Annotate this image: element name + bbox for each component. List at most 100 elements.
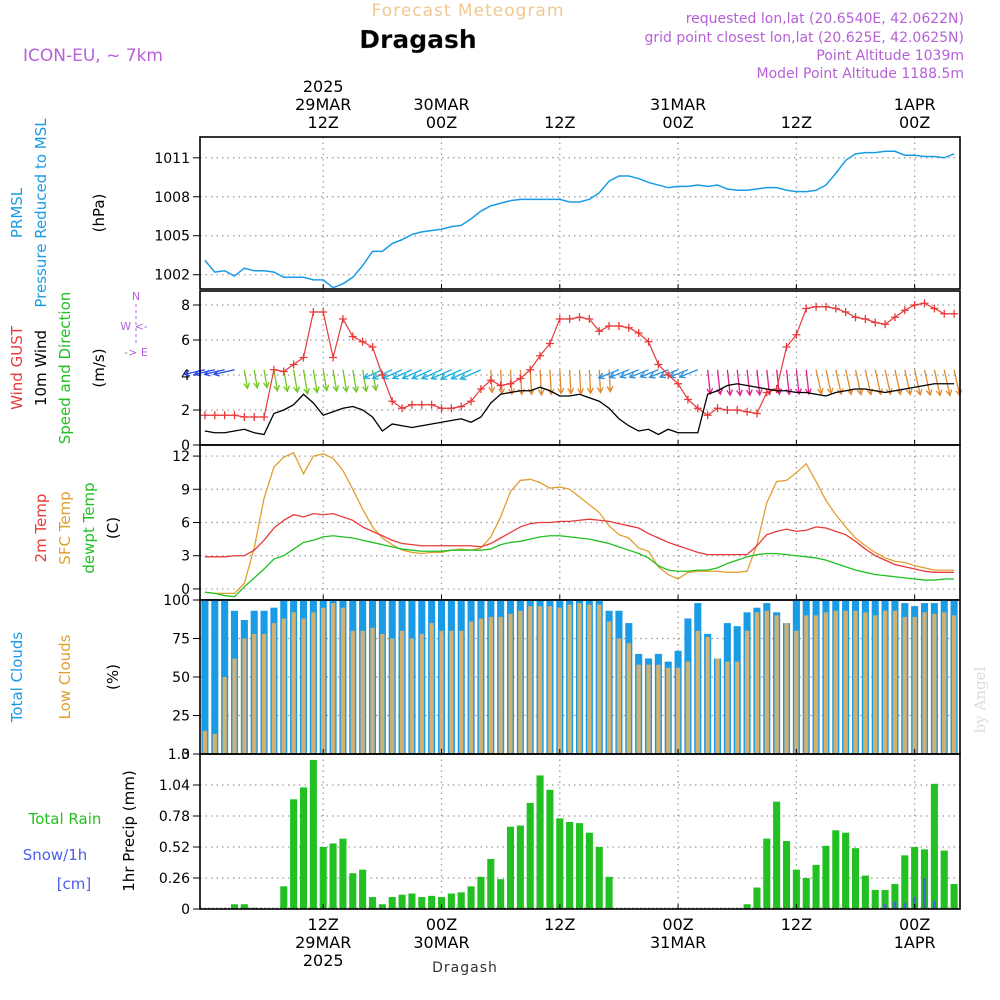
y-tick-label: 3 (181, 549, 190, 565)
gust-marker (210, 411, 219, 420)
rain-bar (792, 869, 800, 909)
wind-arrow-head (628, 372, 636, 379)
rain-bar (319, 847, 327, 909)
gust-marker (940, 309, 949, 318)
wind-arrow-head (726, 389, 734, 397)
low-cloud-bar (202, 730, 208, 754)
wind-direction-arrow (371, 369, 377, 391)
y-tick-label: 1.3 (168, 747, 190, 763)
rain-bar (290, 799, 298, 909)
gust-marker (526, 365, 535, 374)
gust-marker (427, 400, 436, 409)
wind-direction-arrow (609, 369, 630, 379)
low-cloud-bar (577, 603, 582, 754)
wind-direction-arrow (362, 369, 367, 392)
wind-direction-arrow (726, 369, 731, 396)
gust-marker (388, 397, 397, 406)
top-time-label: 12Z (308, 113, 339, 132)
rain-bar (487, 858, 495, 909)
top-time-label: 00Z (899, 113, 930, 132)
low-cloud-bar (528, 606, 533, 754)
rain-bar (881, 889, 889, 909)
wind-arrow-head (352, 386, 360, 394)
low-cloud-bar (478, 618, 484, 754)
rain-bar (240, 904, 248, 909)
wind-arrow-head (567, 387, 575, 395)
rain-bar (536, 775, 544, 909)
rain-bar (575, 823, 584, 909)
wind-direction-arrow (943, 369, 951, 396)
wind-direction-arrow (953, 369, 961, 396)
rain-bar (408, 893, 416, 909)
rain-bar (526, 802, 534, 909)
gust-marker (683, 395, 692, 404)
low-cloud-bar (488, 616, 493, 754)
wind-direction-arrow (342, 369, 348, 392)
rain-bar (556, 818, 564, 909)
panel-frame (199, 753, 961, 910)
wind-direction-arrow (629, 369, 649, 378)
wind-arrow-head (322, 384, 330, 392)
low-cloud-bar (873, 615, 878, 754)
wind-arrow-head (935, 389, 943, 397)
low-cloud-bar (330, 603, 336, 754)
low-cloud-bar (508, 613, 513, 754)
wind-direction-arrow (835, 369, 842, 395)
low-cloud-bar (271, 623, 277, 754)
gust-marker (269, 365, 278, 374)
wind-direction-arrow (451, 369, 472, 380)
wind-arrow-head (193, 369, 201, 377)
gust-marker (319, 308, 328, 316)
wind-direction-arrow (559, 369, 562, 394)
wind-direction-arrow (569, 369, 572, 394)
gust-marker (407, 400, 416, 409)
rain-bar (605, 876, 613, 909)
low-cloud-bar (744, 630, 750, 754)
gust-marker (782, 343, 791, 351)
low-cloud-bar (942, 612, 947, 754)
low-cloud-bar (823, 612, 829, 754)
clouds-panel: 0 25 50 75 100 (163, 593, 961, 763)
gust-marker (329, 353, 338, 362)
low-cloud-bar (764, 610, 769, 754)
rain-bar (546, 789, 554, 909)
wind-direction-arrow (620, 369, 639, 378)
wind-arrow-head (439, 373, 448, 380)
wind-dir-axis-label: Speed and Direction (56, 292, 74, 445)
low-cloud-bar (222, 677, 227, 754)
rain-bar (349, 873, 357, 909)
wind-arrow-head (905, 388, 913, 396)
y-tick-label: 9 (181, 482, 190, 498)
rain-bar (753, 887, 761, 909)
wind-arrow-head (362, 372, 371, 380)
rain-bar (822, 845, 830, 909)
wind-arrow-head (836, 388, 844, 396)
low-cloud-bar (715, 658, 720, 754)
snow-bar (903, 903, 907, 909)
gust-marker (950, 309, 959, 318)
low-cloud-bar (853, 610, 858, 754)
rain-bar (930, 783, 938, 909)
gust-marker (555, 315, 564, 323)
rain-bar (329, 843, 337, 909)
rain-bar (940, 850, 948, 909)
wind-direction-arrow (213, 369, 235, 375)
wind-arrow-head (332, 385, 340, 393)
rain-bar (477, 876, 485, 909)
compass-south: -> E (124, 346, 148, 359)
gust-marker (910, 301, 919, 309)
wind-arrow-head (371, 384, 379, 392)
wind-direction-arrow (598, 369, 602, 393)
wind-direction-arrow (795, 369, 800, 395)
low-cloud-bar (380, 633, 385, 754)
wind-arrow-head (619, 372, 627, 379)
wind-direction-arrow (923, 369, 931, 396)
y-tick-label: 1.04 (159, 778, 190, 794)
rain-bar (851, 848, 860, 909)
wind-direction-arrow (679, 369, 699, 378)
compass-north: N (132, 290, 140, 303)
y-tick-label: 100 (163, 593, 190, 609)
wind-arrow-head (362, 385, 369, 393)
sfc-temp-axis-label: SFC Temp (56, 491, 74, 564)
